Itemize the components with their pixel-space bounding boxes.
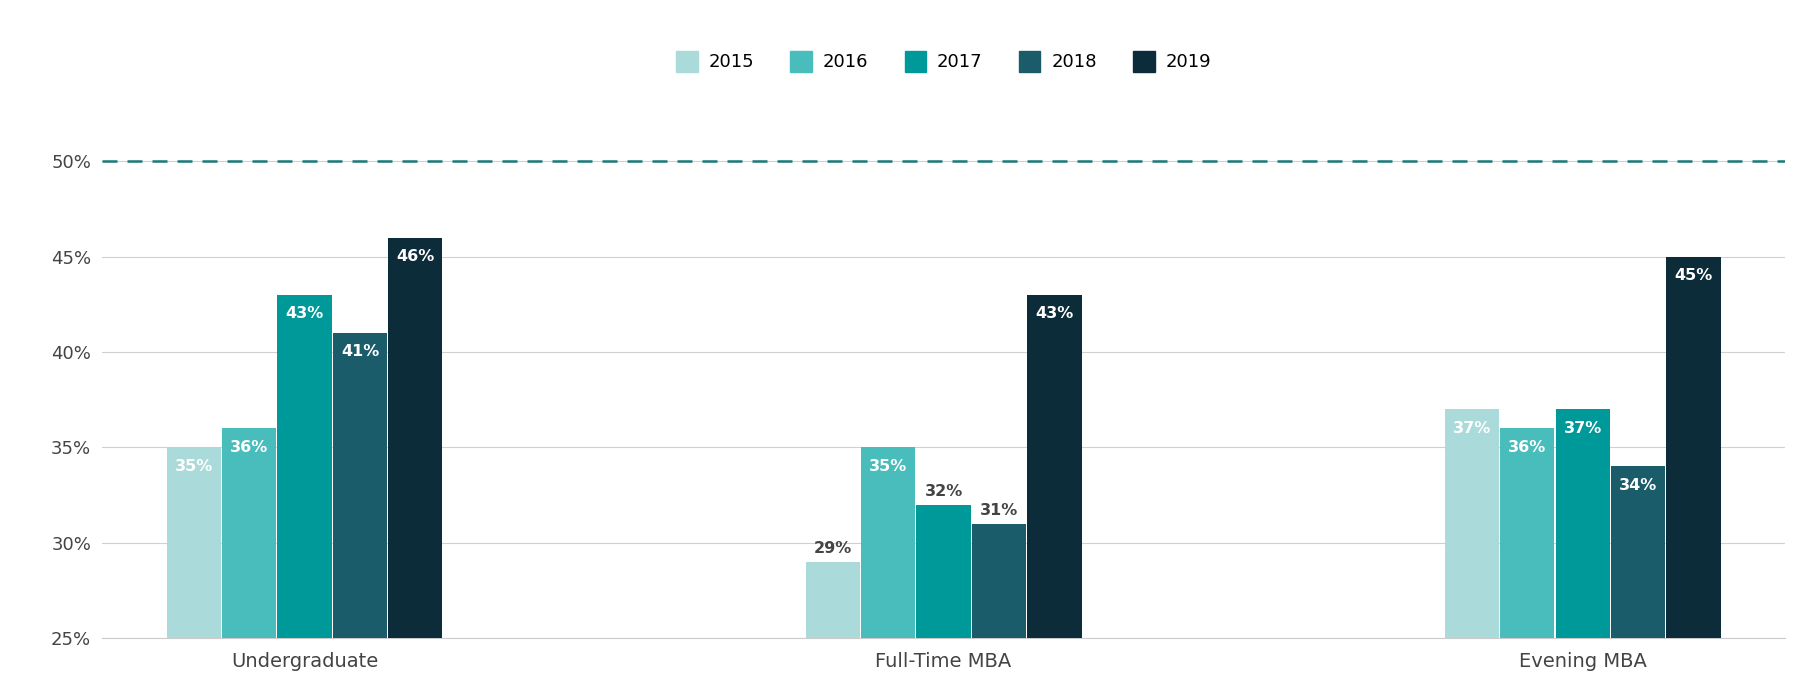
Bar [806,562,860,638]
Bar [1499,428,1555,638]
Bar [277,295,331,638]
Bar [389,237,443,638]
Text: 43%: 43% [286,306,324,321]
Bar [1445,410,1499,638]
Legend: 2015, 2016, 2017, 2018, 2019: 2015, 2016, 2017, 2018, 2019 [670,43,1219,79]
Bar [860,447,916,638]
Bar [1611,466,1665,638]
Bar [1555,410,1609,638]
Bar [972,524,1026,638]
Text: 31%: 31% [979,503,1019,518]
Text: 34%: 34% [1618,478,1658,493]
Text: 35%: 35% [175,458,212,474]
Bar [1028,295,1082,638]
Text: 32%: 32% [925,484,963,499]
Text: 37%: 37% [1564,421,1602,435]
Bar [167,447,221,638]
Bar [1667,257,1721,638]
Text: 37%: 37% [1453,421,1490,435]
Text: 36%: 36% [1508,440,1546,455]
Text: 46%: 46% [396,249,434,264]
Bar [221,428,277,638]
Text: 43%: 43% [1035,306,1073,321]
Bar [916,505,970,638]
Text: 36%: 36% [230,440,268,455]
Text: 29%: 29% [814,541,851,556]
Text: 45%: 45% [1674,268,1712,283]
Text: 41%: 41% [340,344,380,359]
Text: 35%: 35% [869,458,907,474]
Bar [333,333,387,638]
